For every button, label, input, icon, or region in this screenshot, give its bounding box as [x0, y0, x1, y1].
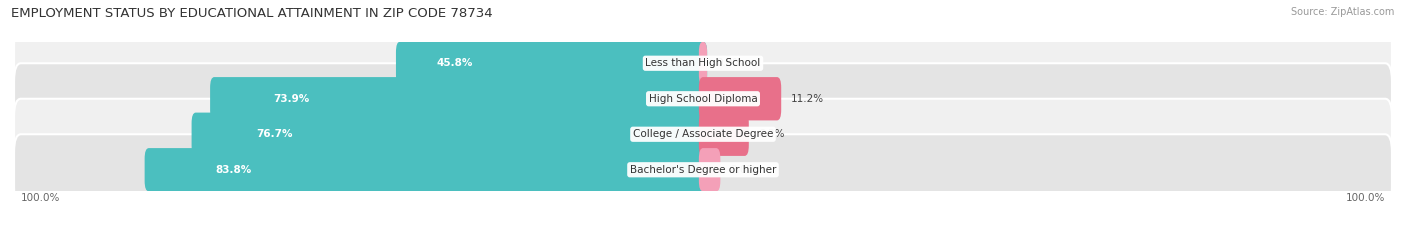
- FancyBboxPatch shape: [699, 113, 749, 156]
- Text: 76.7%: 76.7%: [256, 129, 292, 139]
- FancyBboxPatch shape: [209, 77, 707, 120]
- Text: Bachelor's Degree or higher: Bachelor's Degree or higher: [630, 165, 776, 175]
- Text: 73.9%: 73.9%: [273, 94, 309, 104]
- FancyBboxPatch shape: [145, 148, 707, 192]
- FancyBboxPatch shape: [14, 63, 1392, 134]
- FancyBboxPatch shape: [191, 113, 707, 156]
- Text: 11.2%: 11.2%: [790, 94, 824, 104]
- FancyBboxPatch shape: [699, 148, 720, 192]
- Text: EMPLOYMENT STATUS BY EDUCATIONAL ATTAINMENT IN ZIP CODE 78734: EMPLOYMENT STATUS BY EDUCATIONAL ATTAINM…: [11, 7, 494, 20]
- FancyBboxPatch shape: [396, 41, 707, 85]
- FancyBboxPatch shape: [14, 99, 1392, 170]
- Text: 0.0%: 0.0%: [717, 58, 742, 68]
- Text: 45.8%: 45.8%: [436, 58, 472, 68]
- FancyBboxPatch shape: [699, 41, 707, 85]
- Text: 100.0%: 100.0%: [1346, 193, 1385, 203]
- Text: 83.8%: 83.8%: [215, 165, 252, 175]
- Text: Source: ZipAtlas.com: Source: ZipAtlas.com: [1291, 7, 1395, 17]
- FancyBboxPatch shape: [14, 28, 1392, 99]
- Text: 2.0%: 2.0%: [730, 165, 756, 175]
- Text: College / Associate Degree: College / Associate Degree: [633, 129, 773, 139]
- Text: High School Diploma: High School Diploma: [648, 94, 758, 104]
- FancyBboxPatch shape: [14, 134, 1392, 205]
- Text: Less than High School: Less than High School: [645, 58, 761, 68]
- Text: 6.3%: 6.3%: [758, 129, 785, 139]
- FancyBboxPatch shape: [699, 77, 782, 120]
- Text: 100.0%: 100.0%: [21, 193, 60, 203]
